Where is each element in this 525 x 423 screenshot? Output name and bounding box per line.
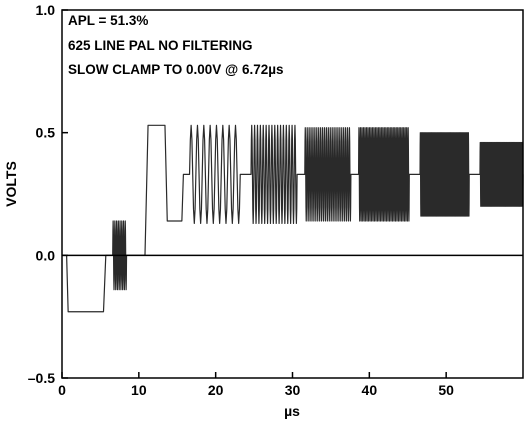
y-tick-label: 0.0 [36, 247, 56, 263]
annotation-line-standard: 625 LINE PAL NO FILTERING [68, 38, 253, 53]
x-tick-label: 0 [58, 382, 66, 398]
annotation-clamp: SLOW CLAMP TO 0.00V @ 6.72µs [68, 62, 284, 77]
x-tick-label: 10 [131, 382, 147, 398]
x-tick-label: 20 [208, 382, 224, 398]
axis-ticks: 0 10 20 30 40 50 –0.5 0.0 0.5 1.0 [28, 2, 454, 398]
y-tick-label: 1.0 [36, 2, 56, 18]
y-axis-title: VOLTS [3, 161, 19, 207]
waveform-trace-layer [62, 124, 524, 313]
x-tick-label: 50 [438, 382, 454, 398]
x-axis-title: µs [284, 403, 300, 419]
x-tick-label: 40 [362, 382, 378, 398]
annotation-apl: APL = 51.3% [68, 13, 148, 28]
annotation-block: APL = 51.3% 625 LINE PAL NO FILTERING SL… [68, 13, 284, 77]
y-tick-label: –0.5 [28, 370, 55, 386]
y-tick-label: 0.5 [36, 125, 56, 141]
x-tick-label: 30 [285, 382, 301, 398]
waveform-trace [62, 124, 524, 313]
